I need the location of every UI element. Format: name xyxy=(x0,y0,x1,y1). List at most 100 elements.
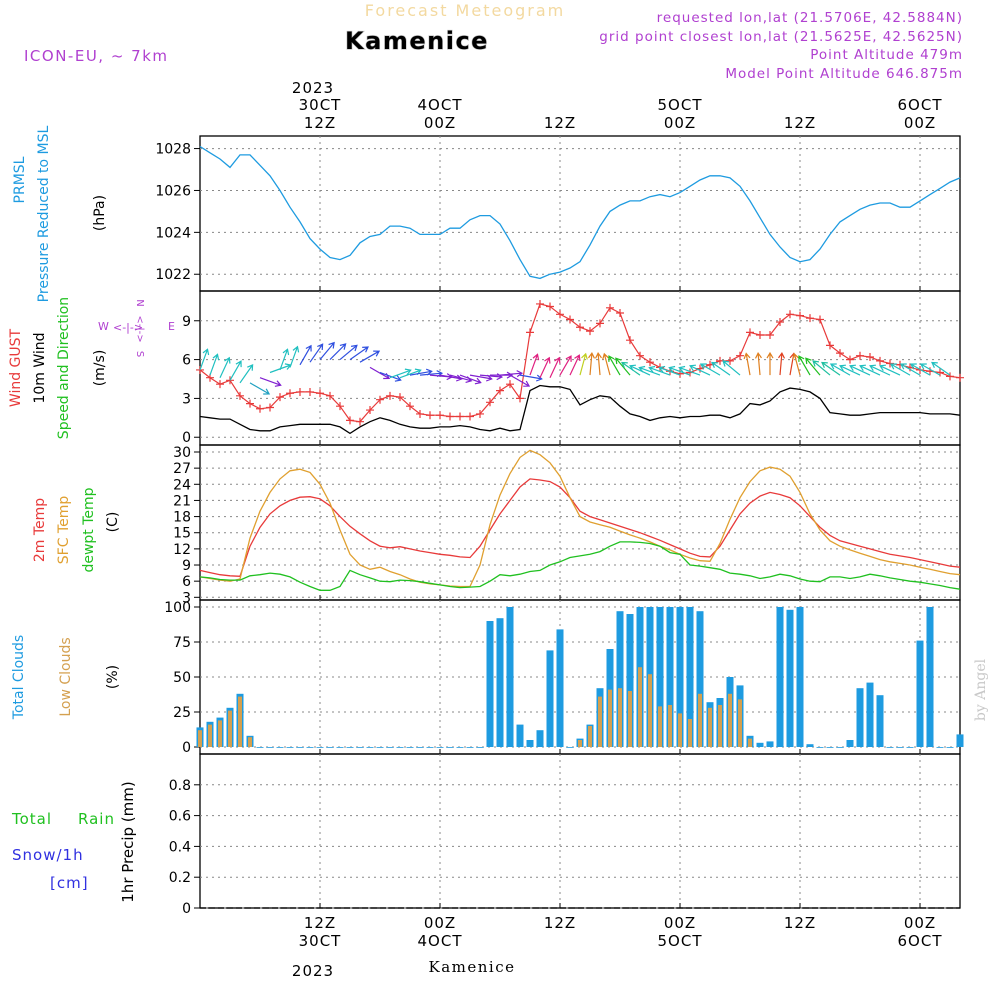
precip-label-rain: Rain xyxy=(78,810,115,828)
gust-marker xyxy=(756,331,764,339)
gust-marker xyxy=(586,327,594,336)
total-cloud-bar xyxy=(906,747,914,748)
total-cloud-bar xyxy=(466,747,474,748)
low-cloud-bar xyxy=(248,737,252,747)
clouds-ytick-label: 100 xyxy=(164,600,191,616)
temperature-ytick-label: 3 xyxy=(182,590,191,606)
wind-arrow xyxy=(279,348,290,371)
gust-marker xyxy=(726,356,734,365)
total-cloud-bar xyxy=(846,740,854,747)
low-cloud-bar xyxy=(608,689,612,747)
clouds-ytick-label: 50 xyxy=(173,670,191,686)
gust-marker xyxy=(566,315,574,324)
total-cloud-bar xyxy=(446,747,454,748)
wind-arrow xyxy=(648,365,671,376)
wind-arrow xyxy=(588,352,596,376)
total-cloud-bar xyxy=(826,747,834,748)
gust-marker xyxy=(876,356,884,365)
low-cloud-bar xyxy=(698,693,702,747)
bottom-hour-label: 00Z xyxy=(664,914,696,932)
model-point-altitude: Model Point Altitude 646.875m xyxy=(725,66,963,82)
low-cloud-bar xyxy=(668,705,672,747)
gust-marker xyxy=(506,380,514,389)
wind-ytick-label: 6 xyxy=(182,353,191,369)
gust-marker xyxy=(616,309,624,317)
forecast-title: Forecast Meteogram xyxy=(365,1,565,20)
time-axis-labels: 30CT30CT12Z12Z4OCT4OCT00Z00Z12Z12Z5OCT5O… xyxy=(299,96,943,950)
gust-marker xyxy=(766,331,774,339)
pressure-label-prmsl: PRMSL xyxy=(12,156,28,203)
wind-arrow xyxy=(909,363,931,376)
wind-arrow xyxy=(299,344,312,366)
gust-marker xyxy=(436,411,444,420)
low-cloud-bar xyxy=(708,707,712,747)
wind-arrow xyxy=(349,346,369,361)
total-cloud-bar xyxy=(686,607,694,747)
total-cloud-bar xyxy=(376,747,384,748)
precip-ytick-label: 0 xyxy=(182,901,191,917)
temp-label-2m: 2m Temp xyxy=(32,498,48,562)
gust-marker xyxy=(936,368,944,377)
compass-ns-arrows: <-|-> xyxy=(134,315,145,342)
requested-point: requested lon,lat (21.5706E, 42.5884N) xyxy=(657,10,963,26)
wind-arrow xyxy=(219,356,231,378)
top-date-label: 5OCT xyxy=(658,96,703,114)
wind-arrow xyxy=(743,352,751,376)
wind-arrow xyxy=(778,352,786,376)
top-hour-label: 12Z xyxy=(544,114,576,132)
gust-marker xyxy=(306,387,314,396)
total-cloud-bar xyxy=(256,747,264,748)
gust-marker xyxy=(296,387,304,396)
total-cloud-bar xyxy=(306,747,314,748)
total-cloud-bar xyxy=(546,650,554,747)
total-cloud-bar xyxy=(666,607,674,747)
gust-marker xyxy=(546,302,554,311)
wind-arrow xyxy=(559,355,572,376)
total-cloud-bar xyxy=(556,629,564,747)
gust-marker xyxy=(536,299,544,308)
gust-marker xyxy=(256,404,264,413)
wind-arrow xyxy=(579,352,588,376)
low-cloud-bar xyxy=(218,720,222,747)
gust-marker xyxy=(266,403,274,412)
temperature-ytick-label: 12 xyxy=(173,542,191,558)
total-cloud-bar xyxy=(806,744,814,747)
total-cloud-bar xyxy=(856,688,864,747)
low-cloud-bar xyxy=(638,667,642,747)
wind-arrow xyxy=(689,364,711,376)
panels-layer: 1022102410261028036936912151821242730025… xyxy=(8,96,964,950)
gust-marker xyxy=(456,412,464,421)
clouds-label-total: Total Clouds xyxy=(11,635,27,720)
temp-2m-line xyxy=(199,478,961,577)
gust-marker xyxy=(396,393,404,402)
bottom-year-label: 2023 xyxy=(292,962,334,980)
temp-sfc-line xyxy=(199,449,961,588)
total-cloud-bar xyxy=(946,747,954,748)
bottom-date-label: 30CT xyxy=(299,932,342,950)
gust-marker xyxy=(316,389,324,398)
low-cloud-bar xyxy=(648,674,652,747)
location-title: Kamenice xyxy=(345,27,489,55)
gust-marker xyxy=(576,323,584,332)
total-cloud-bar xyxy=(656,607,664,747)
wind-arrow xyxy=(919,363,941,376)
total-cloud-bar xyxy=(416,747,424,748)
total-cloud-bar xyxy=(836,747,844,748)
temperature-ytick-label: 15 xyxy=(173,526,191,542)
gust-marker xyxy=(806,314,814,323)
compass-west: W xyxy=(98,320,109,333)
gust-marker xyxy=(486,398,494,407)
total-cloud-bar xyxy=(356,747,364,748)
wind-10m-line xyxy=(199,384,961,435)
precip-panel: 0 0.2 0.4 0.6 0.8 xyxy=(169,753,961,917)
gust-marker xyxy=(776,318,784,327)
low-cloud-bar xyxy=(728,693,732,747)
total-cloud-bar xyxy=(326,747,334,748)
bottom-hour-label: 00Z xyxy=(904,914,936,932)
total-cloud-bar xyxy=(816,747,824,748)
total-cloud-bar xyxy=(426,747,434,748)
pressure-frame xyxy=(199,135,961,292)
bottom-date-label: 6OCT xyxy=(898,932,943,950)
wind-arrow xyxy=(615,357,631,376)
